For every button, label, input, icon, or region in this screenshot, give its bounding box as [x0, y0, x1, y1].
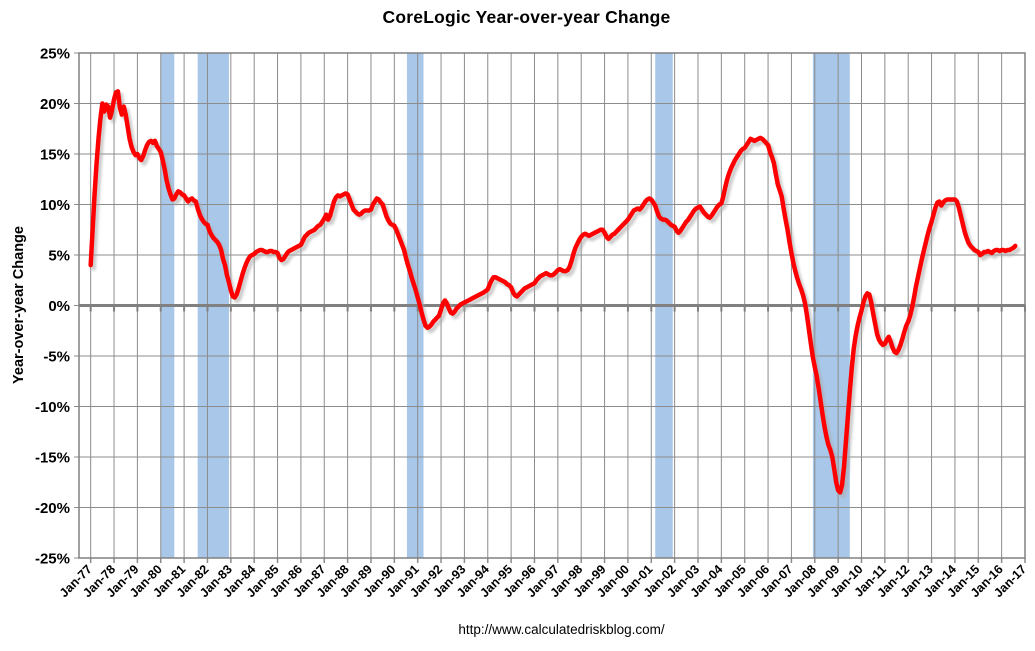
y-axis-tick-label: 10% [40, 197, 70, 214]
y-axis-tick-label: -5% [43, 349, 70, 366]
y-axis-tick-label: -10% [35, 399, 70, 416]
y-axis-tick-label: 25% [40, 46, 70, 63]
y-axis-tick-label: 15% [40, 147, 70, 164]
source-url: http://www.calculatedriskblog.com/ [458, 622, 665, 637]
y-axis-tick-label: 5% [48, 248, 70, 265]
yoy-series-line [88, 89, 1018, 495]
chart-title: CoreLogic Year-over-year Change [382, 7, 671, 27]
y-axis-tick-label: -15% [35, 450, 70, 467]
y-axis-tick-label: -20% [35, 500, 70, 517]
y-axis-tick-label: -25% [35, 551, 70, 568]
yoy-series-line-shadow [91, 92, 1021, 499]
y-axis-tick-label: 0% [48, 298, 70, 315]
y-axis-title: Year-over-year Change [11, 226, 27, 384]
y-axis-tick-label: 20% [40, 96, 70, 113]
